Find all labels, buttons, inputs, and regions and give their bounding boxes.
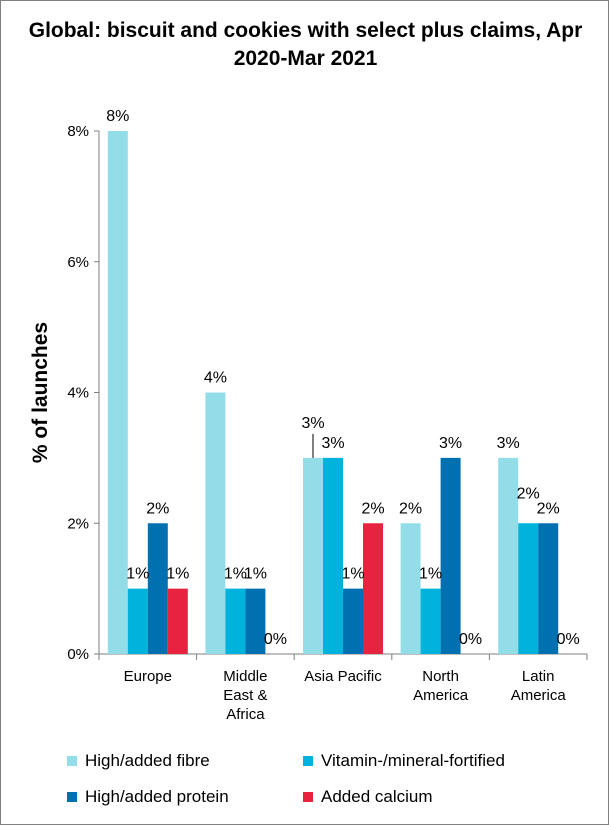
data-label: 2% [361, 500, 384, 517]
data-label: 1% [224, 566, 247, 583]
data-label: 1% [419, 566, 442, 583]
x-category-label: North America [413, 668, 469, 704]
data-label: 2% [146, 500, 169, 517]
bar-3-0 [167, 588, 188, 654]
x-category-label: Europe [124, 668, 172, 685]
chart-legend: High/added fibre Vitamin-/mineral-fortif… [41, 749, 601, 819]
data-label: 1% [341, 566, 364, 583]
data-label: 2% [517, 485, 540, 502]
bar-2-1 [245, 588, 266, 654]
data-label: 1% [244, 566, 267, 583]
bar-3-2 [363, 523, 383, 654]
legend-item-fibre: High/added fibre [67, 751, 210, 771]
legend-label-vitamin: Vitamin-/mineral-fortified [321, 751, 505, 770]
data-label: 3% [439, 435, 462, 452]
data-label: 3% [321, 435, 344, 452]
y-tick-label: 6% [67, 254, 89, 271]
x-category-label: Latin America [511, 668, 567, 704]
chart-title: Global: biscuit and cookies with select … [28, 19, 583, 70]
data-label: 1% [126, 566, 149, 583]
data-label: 3% [497, 435, 520, 452]
bar-2-4 [538, 523, 559, 654]
bar-0-2 [303, 457, 323, 654]
data-label: 8% [106, 108, 129, 125]
y-tick-label: 4% [67, 385, 89, 402]
data-label: 2% [537, 500, 560, 517]
y-tick-label: 2% [67, 515, 89, 532]
y-tick-label: 8% [67, 123, 89, 140]
legend-swatch-calcium [303, 792, 313, 802]
y-tick-label: 0% [67, 646, 89, 663]
legend-label-fibre: High/added fibre [85, 751, 210, 770]
bar-2-3 [440, 457, 461, 654]
legend-label-protein: High/added protein [85, 787, 229, 806]
bar-0-0 [107, 131, 128, 654]
legend-label-calcium: Added calcium [321, 787, 433, 806]
bar-1-3 [420, 588, 441, 654]
bar-1-1 [225, 588, 246, 654]
bar-0-3 [400, 523, 421, 654]
legend-swatch-vitamin [303, 756, 313, 766]
bar-2-2 [343, 588, 363, 654]
bar-0-1 [205, 392, 226, 654]
bar-1-4 [518, 523, 539, 654]
x-category-label: Asia Pacific [304, 668, 382, 685]
legend-item-protein: High/added protein [67, 787, 229, 807]
data-label: 3% [301, 415, 324, 432]
data-label: 0% [557, 631, 580, 648]
legend-swatch-protein [67, 792, 77, 802]
bar-0-4 [498, 457, 519, 654]
data-label: 2% [399, 500, 422, 517]
data-label: 0% [459, 631, 482, 648]
y-axis-title: % of launches [29, 322, 52, 463]
legend-item-vitamin: Vitamin-/mineral-fortified [303, 751, 505, 771]
legend-item-calcium: Added calcium [303, 787, 433, 807]
legend-swatch-fibre [67, 756, 77, 766]
x-category-label: Middle East & Africa [223, 668, 267, 723]
bar-2-0 [147, 523, 168, 654]
data-label: 0% [264, 631, 287, 648]
bar-1-2 [323, 457, 343, 654]
data-label: 1% [166, 566, 189, 583]
bar-1-0 [127, 588, 148, 654]
data-label: 4% [204, 370, 227, 387]
